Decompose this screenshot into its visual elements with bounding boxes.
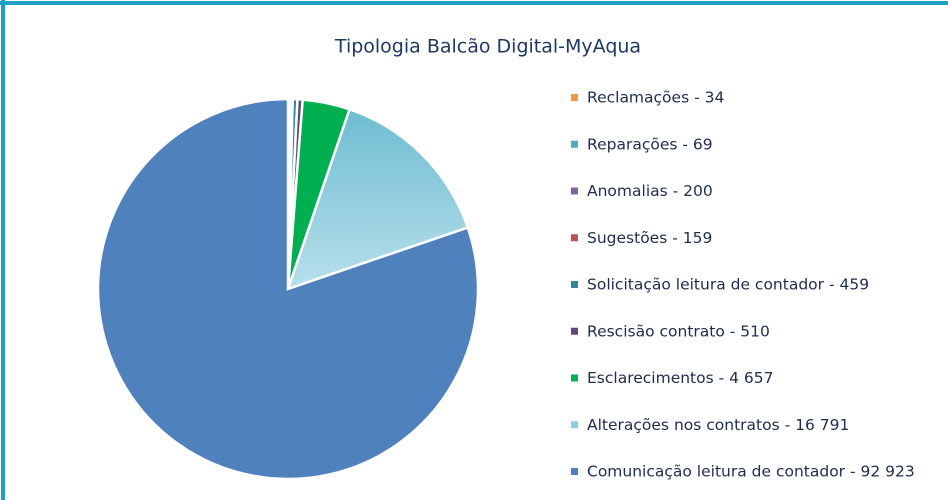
legend-marker [571,374,578,382]
legend-marker [571,327,578,335]
legend-label: Comunicação leitura de contador - 92 923 [587,463,915,481]
legend-marker [571,234,578,242]
legend-marker [571,281,578,288]
legend-marker [571,94,578,101]
legend-label: Alterações nos contratos - 16 791 [587,416,849,434]
pie-slice [96,97,480,481]
pie-slice [285,107,470,292]
chart-title: Tipologia Balcão Digital-MyAqua [334,36,641,58]
legend-marker [571,421,578,429]
legend-label: Solicitação leitura de contador - 459 [587,276,869,294]
legend-label: Reparações - 69 [587,135,713,153]
legend-marker [571,140,578,148]
legend-label: Esclarecimentos - 4 657 [587,369,774,387]
legend-label: Reclamações - 34 [587,89,724,107]
legend-label: Rescisão contrato - 510 [587,322,770,340]
legend-marker [571,468,578,475]
legend-marker [571,187,578,195]
legend-label: Anomalias - 200 [587,182,713,200]
legend-label: Sugestões - 159 [587,229,712,247]
